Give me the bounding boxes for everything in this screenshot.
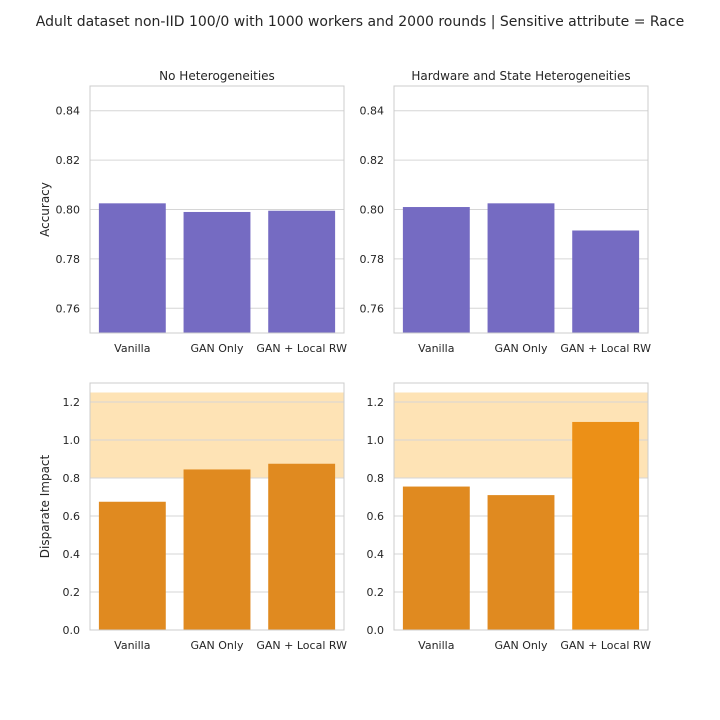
y-tick-label: 0.80 (360, 204, 385, 217)
y-tick-label: 0.4 (367, 548, 385, 561)
y-tick-label: 0.82 (56, 154, 81, 167)
chart-panel-4: 0.0 0.2 0.4 0.6 0.8 1.0 1.2 Vanilla GAN Only GAN … (367, 382, 651, 652)
bar-gan-only (183, 469, 251, 630)
x-tick-label: GAN + Local RW (256, 342, 347, 355)
bar-gan-only (487, 495, 555, 630)
x-tick-label: GAN Only (191, 639, 244, 652)
x-tick-label: Vanilla (418, 639, 454, 652)
x-tick-label: GAN Only (495, 639, 548, 652)
x-tick-label: GAN Only (495, 342, 548, 355)
y-tick-label: 0.78 (56, 253, 81, 266)
x-tick-label: Vanilla (114, 342, 150, 355)
chart-panel-3: 0.0 0.2 0.4 0.6 0.8 1.0 1.2 Vanilla GAN Only GAN … (38, 382, 347, 652)
bar-gan-local-rw (268, 463, 336, 630)
subplot-title: No Heterogeneities (159, 69, 275, 83)
y-tick-label: 0.84 (360, 105, 385, 118)
bar-gan-only (183, 211, 251, 333)
bar-gan-local-rw (268, 210, 336, 333)
plot-frame (393, 85, 649, 334)
bar-vanilla (98, 203, 166, 333)
bar-vanilla (402, 486, 470, 630)
x-tick-label: GAN + Local RW (560, 639, 651, 652)
y-tick-label: 0.76 (56, 302, 81, 315)
y-tick-label: 0.4 (63, 548, 81, 561)
x-tick-label: Vanilla (418, 342, 454, 355)
bar-gan-local-rw (572, 230, 640, 333)
y-tick-label: 0.84 (56, 105, 81, 118)
chart-panel-2: 0.76 0.78 0.80 0.82 0.84 Vanilla GAN Only GAN +… (360, 69, 652, 355)
y-tick-label: 0.0 (367, 624, 385, 637)
plot-frame (89, 85, 345, 334)
figure-title: Adult dataset non-IID 100/0 with 1000 wo… (36, 14, 684, 30)
x-tick-label: GAN + Local RW (560, 342, 651, 355)
bar-gan-only (487, 203, 555, 333)
y-tick-label: 0.0 (63, 624, 81, 637)
x-tick-label: Vanilla (114, 639, 150, 652)
subplot-title: Hardware and State Heterogeneities (411, 69, 630, 83)
y-tick-label: 0.2 (367, 586, 385, 599)
y-tick-label: 1.0 (63, 434, 81, 447)
plot-frame (393, 382, 649, 631)
bar-vanilla (98, 501, 166, 630)
y-tick-label: 0.6 (63, 510, 81, 523)
y-tick-label: 1.2 (63, 396, 81, 409)
y-axis-label: Accuracy (38, 182, 52, 237)
x-tick-label: GAN + Local RW (256, 639, 347, 652)
y-tick-label: 0.80 (56, 204, 81, 217)
bar-gan-local-rw (572, 421, 640, 630)
y-tick-label: 0.78 (360, 253, 385, 266)
chart-panel-1: 0.76 0.78 0.80 0.82 0.84 Vanilla GAN Only GAN +… (38, 69, 347, 355)
y-tick-label: 1.0 (367, 434, 385, 447)
y-tick-label: 1.2 (367, 396, 385, 409)
y-axis-label: Disparate Impact (38, 454, 52, 558)
plot-frame (89, 382, 345, 631)
y-tick-label: 0.8 (63, 472, 81, 485)
y-tick-label: 0.76 (360, 302, 385, 315)
bar-vanilla (402, 207, 470, 333)
y-tick-label: 0.8 (367, 472, 385, 485)
y-tick-label: 0.82 (360, 154, 385, 167)
x-tick-label: GAN Only (191, 342, 244, 355)
y-tick-label: 0.2 (63, 586, 81, 599)
y-tick-label: 0.6 (367, 510, 385, 523)
